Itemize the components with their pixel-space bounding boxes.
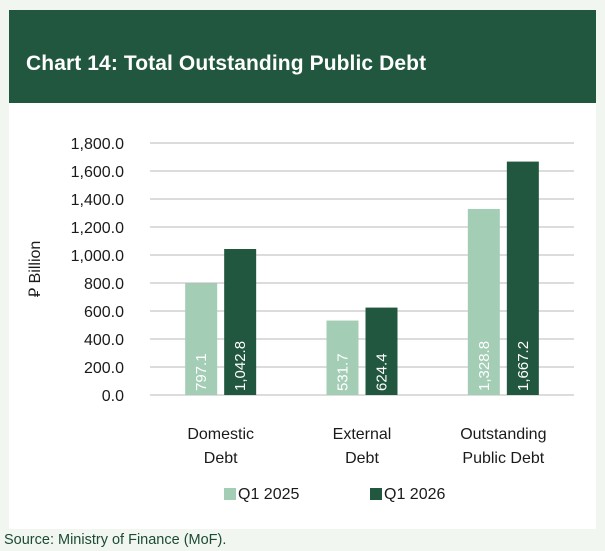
data-label: 531.7 — [335, 353, 352, 391]
y-tick-label: 1,400.0 — [71, 192, 124, 209]
x-tick-label: Debt — [345, 450, 379, 467]
data-label: 797.1 — [193, 353, 210, 391]
data-label: 1,328.8 — [476, 341, 493, 391]
bar — [506, 161, 539, 395]
data-label: 1,042.8 — [232, 341, 249, 391]
legend-swatch — [370, 488, 382, 500]
bar — [326, 320, 359, 395]
bar — [185, 283, 218, 395]
x-tick-label: Domestic — [187, 426, 254, 443]
legend-label: Q1 2025 — [238, 486, 299, 503]
bar — [224, 249, 257, 395]
y-axis-label: ⃁ Billion — [27, 241, 44, 298]
data-label: 1,667.2 — [515, 341, 532, 391]
y-tick-label: 200.0 — [84, 360, 124, 377]
source-note: Source: Ministry of Finance (MoF). — [4, 532, 227, 548]
bar — [467, 208, 500, 395]
y-tick-label: 400.0 — [84, 332, 124, 349]
x-tick-label: Public Debt — [462, 450, 544, 467]
legend-label: Q1 2026 — [384, 486, 445, 503]
legend-swatch — [224, 488, 236, 500]
x-tick-label: External — [333, 426, 392, 443]
y-tick-label: 1,000.0 — [71, 248, 124, 265]
y-tick-label: 600.0 — [84, 304, 124, 321]
data-label: 624.4 — [374, 353, 391, 391]
y-tick-label: 1,200.0 — [71, 220, 124, 237]
y-tick-label: 0.0 — [102, 388, 124, 405]
y-tick-label: 1,600.0 — [71, 164, 124, 181]
x-tick-label: Outstanding — [460, 426, 546, 443]
y-tick-label: 1,800.0 — [71, 136, 124, 153]
y-tick-label: 800.0 — [84, 276, 124, 293]
chart-title: Chart 14: Total Outstanding Public Debt — [26, 52, 427, 75]
bar — [365, 307, 398, 395]
x-tick-label: Debt — [204, 450, 238, 467]
chart-header: Chart 14: Total Outstanding Public Debt — [9, 10, 596, 103]
